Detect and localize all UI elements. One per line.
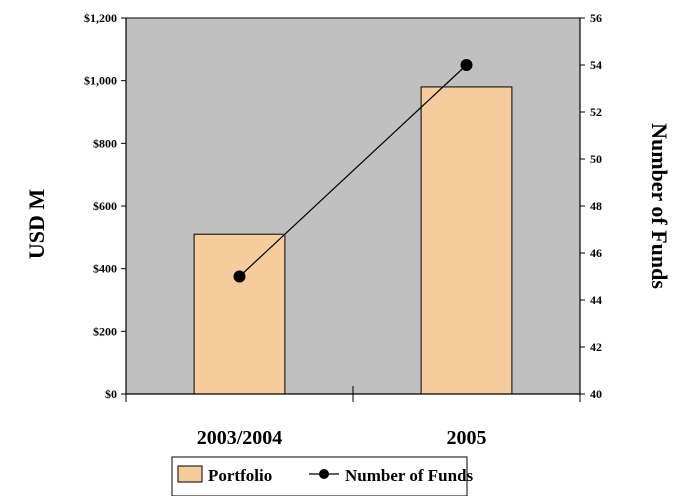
y2-tick-label: 44 — [590, 293, 602, 307]
y-tick-label: $600 — [93, 199, 117, 213]
y2-tick-label: 42 — [590, 340, 602, 354]
legend-portfolio-swatch — [177, 465, 203, 483]
bar-portfolio — [420, 86, 513, 395]
y2-tick-label: 54 — [590, 58, 602, 72]
x-category-label: 2005 — [447, 427, 487, 449]
x-category-label: 2003/2004 — [197, 427, 283, 449]
legend-box — [171, 456, 468, 496]
y2-tick-label: 50 — [590, 152, 602, 166]
legend: Portfolio Number of Funds — [171, 456, 474, 496]
y2-tick-label: 40 — [590, 387, 602, 401]
y-tick-label: $0 — [105, 387, 117, 401]
y-tick-label: $200 — [93, 324, 117, 338]
y-axis-title: USD M — [24, 189, 49, 260]
y-tick-label: $1,000 — [84, 74, 117, 88]
y-tick-label: $800 — [93, 136, 117, 150]
bar-portfolio — [193, 233, 286, 395]
x-axis-ticks: 2003/2004 2005 — [125, 386, 581, 449]
legend-funds-label: Number of Funds — [345, 466, 474, 485]
y2-tick-label: 46 — [590, 246, 602, 260]
y2-tick-label: 52 — [590, 105, 602, 119]
legend-funds-marker — [319, 469, 329, 479]
right-axis-ticks: 40 42 44 46 48 50 52 54 56 — [580, 11, 602, 401]
bars-group — [193, 86, 513, 395]
legend-portfolio-label: Portfolio — [208, 466, 272, 485]
y2-tick-label: 56 — [590, 11, 602, 25]
y2-axis-title: Number of Funds — [647, 123, 672, 289]
y2-tick-label: 48 — [590, 199, 602, 213]
point-number-of-funds — [460, 59, 473, 71]
left-axis-ticks: $0 $200 $400 $600 $800 $1,000 $1,200 — [84, 11, 126, 401]
y-tick-label: $1,200 — [84, 11, 117, 25]
y-tick-label: $400 — [93, 262, 117, 276]
line-group — [233, 59, 473, 283]
line-number-of-funds — [239, 64, 467, 277]
point-number-of-funds — [233, 270, 246, 283]
